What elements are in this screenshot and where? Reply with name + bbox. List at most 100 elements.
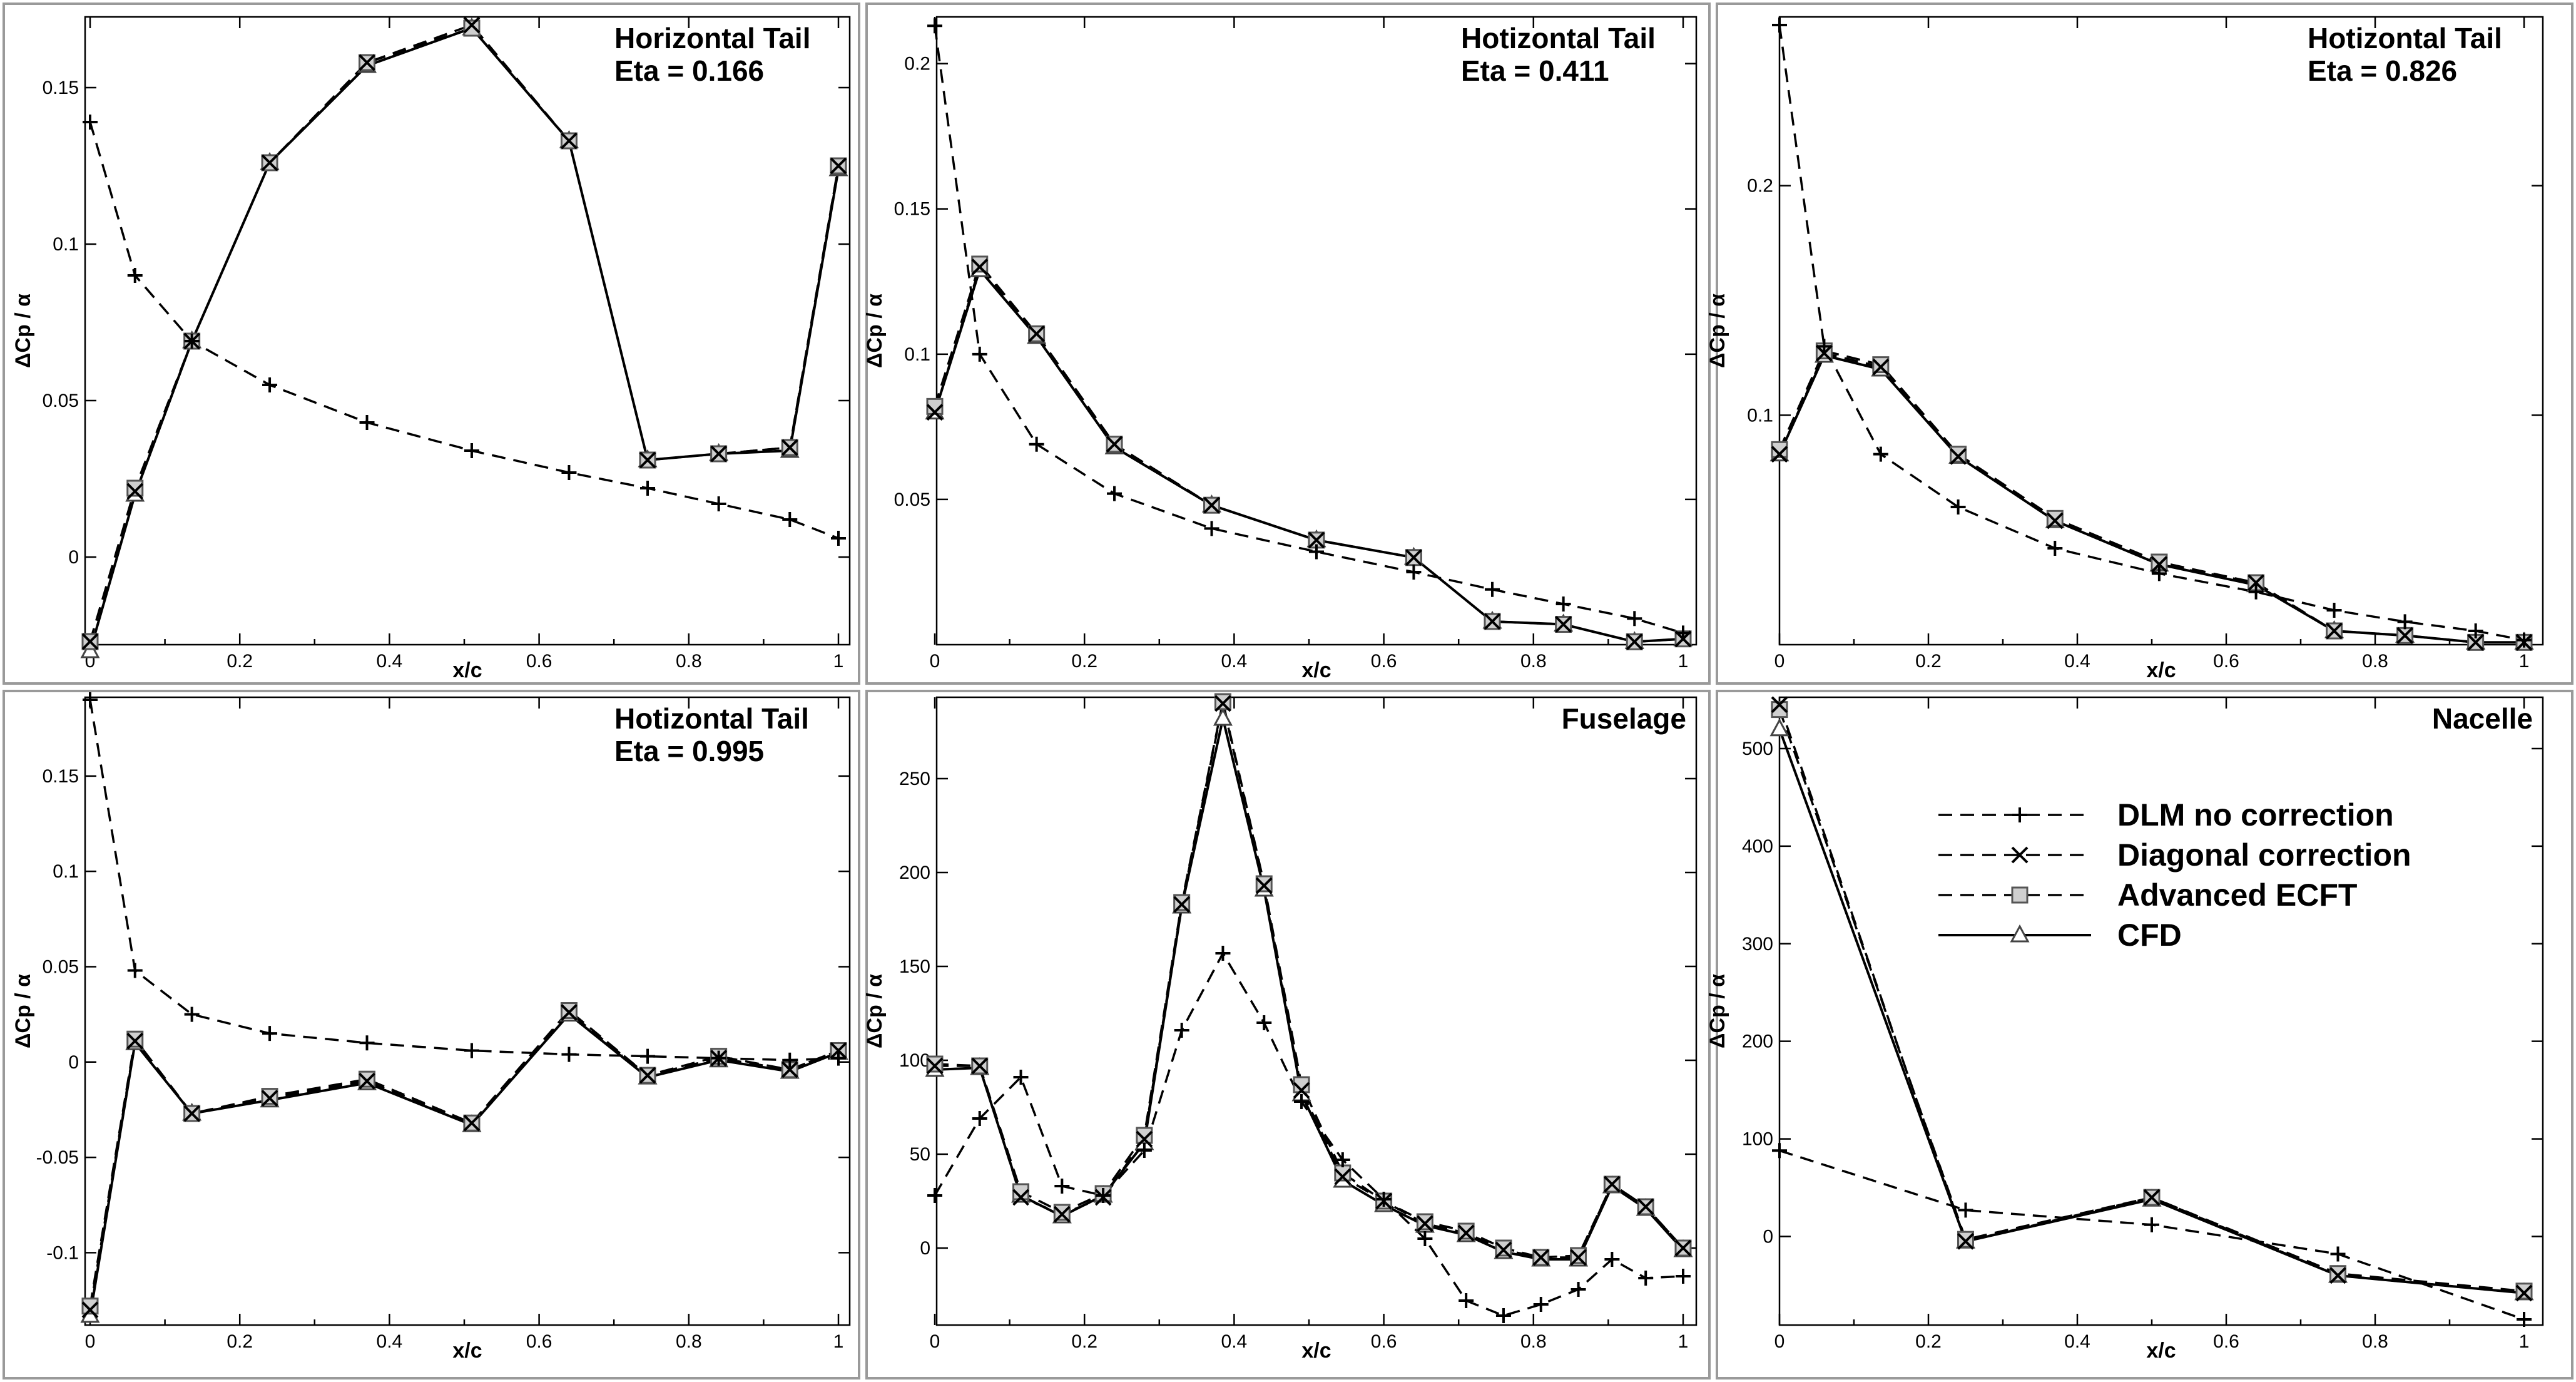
point-diagonal-correction [2329, 1267, 2346, 1284]
y-tick-label: 300 [1742, 934, 1773, 955]
point-diagonal-correction [1308, 531, 1325, 549]
x-tick-label: 0.4 [377, 1331, 403, 1352]
point-dlm-no-correction [2468, 623, 2483, 638]
legend-label: DLM no correction [2117, 797, 2394, 832]
x-tick-label: 0.2 [1071, 651, 1097, 672]
point-diagonal-correction [830, 157, 847, 175]
y-axis-label: ΔCp / α [11, 974, 35, 1048]
point-diagonal-correction [1555, 616, 1572, 633]
point-dlm-no-correction [1335, 1152, 1350, 1167]
legend-label: Diagonal correction [2117, 837, 2411, 873]
point-diagonal-correction [1053, 1205, 1071, 1223]
legend-marker-triangle [2010, 924, 2030, 943]
y-tick-label: 0.2 [904, 54, 930, 74]
point-diagonal-correction [81, 1301, 99, 1319]
x-tick-label: 0.6 [526, 651, 552, 672]
point-diagonal-correction [781, 1061, 798, 1078]
point-advanced-ecft [463, 19, 481, 37]
legend-marker-plus [2012, 807, 2027, 822]
x-axis-label: x/c [452, 1339, 482, 1363]
point-dlm-no-correction [83, 692, 98, 707]
point-dlm-no-correction [464, 1043, 479, 1058]
series-line-diagonal-correction [89, 23, 840, 642]
point-diagonal-correction [261, 1090, 278, 1107]
x-tick-label: 0.2 [227, 651, 253, 672]
point-diagonal-correction [1136, 1130, 1153, 1148]
point-diagonal-correction [1012, 1189, 1029, 1206]
chart-panel-5: 0 0.2 0.4 0.6 0.8 1 0 50 100 150 200 250 x/c ΔCp / α F… [863, 690, 1711, 1379]
x-tick-label: 1 [2519, 651, 2530, 672]
point-dlm-no-correction [927, 18, 942, 34]
x-tick-label: 0.4 [2064, 1331, 2090, 1352]
point-dlm-no-correction [83, 115, 98, 130]
point-advanced-ecft [971, 255, 989, 273]
point-advanced-ecft [126, 1030, 144, 1048]
point-diagonal-correction [1603, 1175, 1621, 1193]
y-tick-label: 200 [899, 862, 930, 883]
point-advanced-ecft [1570, 1247, 1587, 1264]
point-dlm-no-correction [1604, 1252, 1620, 1267]
point-dlm-no-correction [1533, 1297, 1549, 1312]
point-diagonal-correction [1457, 1224, 1475, 1242]
point-diagonal-correction [561, 1004, 578, 1021]
point-advanced-ecft [1957, 1231, 1974, 1248]
panel-frame [3, 690, 860, 1379]
point-diagonal-correction [2515, 1284, 2533, 1302]
y-tick-label: 0.15 [894, 199, 930, 220]
point-dlm-no-correction [2151, 566, 2167, 581]
series-line-dlm-no-correction [89, 699, 839, 1062]
point-advanced-ecft [2329, 1265, 2346, 1282]
y-axis-label: ΔCp / α [1706, 974, 1729, 1048]
point-dlm-no-correction [640, 481, 656, 496]
panel-title: Horizontal Tail Eta = 0.166 [614, 22, 811, 87]
legend-label: Advanced ECFT [2117, 878, 2357, 913]
y-tick-label: -0.05 [36, 1147, 79, 1168]
legend-entry-advanced-ecft: Advanced ECFT [1938, 878, 2357, 913]
x-tick-label: 0.2 [1915, 651, 1942, 672]
point-diagonal-correction [2396, 627, 2414, 644]
point-diagonal-correction [1532, 1249, 1550, 1266]
series-line-diagonal-correction [1778, 352, 2524, 644]
point-dlm-no-correction [831, 1050, 846, 1066]
point-diagonal-correction [1637, 1198, 1654, 1216]
x-tick-label: 1 [1678, 651, 1689, 672]
point-dlm-no-correction [127, 268, 143, 283]
point-diagonal-correction [1106, 436, 1123, 453]
point-dlm-no-correction [561, 465, 577, 480]
point-dlm-no-correction [1174, 1023, 1189, 1038]
point-dlm-no-correction [1013, 1070, 1029, 1085]
point-dlm-no-correction [1204, 521, 1219, 536]
point-advanced-ecft [1872, 356, 1890, 374]
point-diagonal-correction [781, 439, 798, 456]
y-axis-label: ΔCp / α [1706, 294, 1729, 368]
point-dlm-no-correction [1308, 544, 1324, 560]
y-tick-label: 0.1 [904, 344, 930, 365]
legend: DLM no correction Diagonal correction Adva… [1938, 797, 2411, 953]
panel-subtitle: Eta = 0.826 [2308, 54, 2457, 87]
point-dlm-no-correction [1495, 1308, 1511, 1323]
y-axis-label: ΔCp / α [11, 294, 35, 368]
point-dlm-no-correction [2517, 1312, 2532, 1327]
x-tick-label: 0 [930, 651, 940, 672]
point-diagonal-correction [359, 54, 375, 71]
y-tick-label: 0 [1763, 1226, 1773, 1247]
panel-subtitle: Eta = 0.411 [1461, 54, 1609, 87]
point-dlm-no-correction [2330, 1246, 2346, 1262]
x-axis-label: x/c [1301, 658, 1331, 682]
y-tick-label: 0 [920, 1238, 930, 1259]
point-advanced-ecft [1255, 875, 1273, 893]
panel-title-line: Hotizontal Tail [1461, 22, 1656, 54]
x-tick-label: 0.8 [676, 1331, 702, 1352]
panel-title-line: Horizontal Tail [614, 22, 811, 54]
point-dlm-no-correction [561, 1047, 577, 1062]
point-dlm-no-correction [184, 1006, 200, 1022]
panel-subtitle: Eta = 0.166 [614, 54, 764, 87]
x-tick-label: 0.6 [2213, 1331, 2239, 1352]
point-diagonal-correction [2046, 512, 2064, 530]
point-advanced-ecft [1457, 1222, 1475, 1240]
panel-title: Fuselage [1562, 702, 1686, 735]
point-diagonal-correction [1872, 358, 1890, 376]
legend-entry-diagonal-correction: Diagonal correction [1938, 837, 2411, 873]
point-diagonal-correction [2248, 574, 2265, 591]
